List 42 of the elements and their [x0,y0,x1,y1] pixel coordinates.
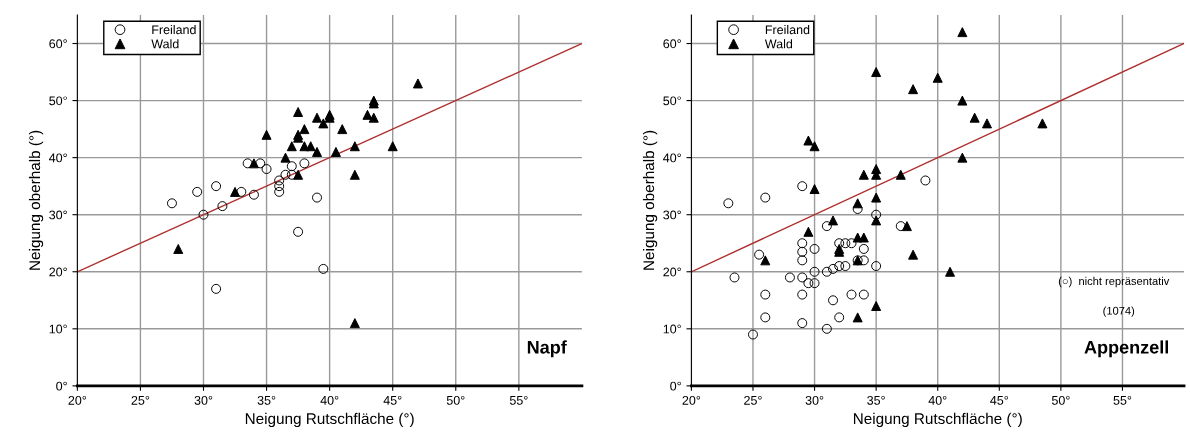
y-tick-label: 20° [663,267,681,277]
y-axis-title: Neigung oberhalb (°) [28,130,44,270]
legend-label: Wald [151,39,179,49]
y-tick-label: 60° [663,39,681,49]
x-tick-label: 35° [867,395,885,405]
y-tick-label: 0° [670,381,681,391]
x-tick-label: 20° [68,395,87,405]
y-tick-label: 20° [49,267,67,277]
x-tick-label: 55° [1113,395,1132,405]
x-tick-label: 25° [131,395,150,405]
legend-label: Wald [764,39,793,49]
y-tick-label: 10° [663,324,681,334]
x-axis-title: Neigung Rutschfläche (°) [853,412,1022,428]
x-tick-label: 25° [744,395,762,405]
y-tick-label: 30° [49,210,67,220]
annotation: (○) nicht repräsentativ [1058,276,1170,288]
x-axis-title: Neigung Rutschfläche (°) [245,412,414,428]
annotation: (1074) [1103,306,1135,317]
x-tick-label: 55° [509,395,528,405]
x-tick-label: 50° [446,395,465,405]
x-tick-label: 45° [990,395,1008,405]
x-tick-label: 30° [194,395,213,405]
y-axis-title: Neigung oberhalb (°) [642,130,658,270]
x-tick-label: 50° [1051,395,1070,405]
annotation: Appenzell [1084,340,1168,358]
x-tick-label: 40° [320,395,339,405]
y-tick-label: 0° [56,381,67,391]
x-tick-label: 30° [805,395,824,405]
x-tick-label: 45° [383,395,402,405]
y-tick-label: 50° [49,96,67,106]
legend-label: Freiland [765,24,810,35]
x-tick-label: 20° [682,395,701,405]
y-tick-label: 10° [49,324,67,334]
y-tick-label: 50° [663,96,681,106]
annotation: Napf [527,340,567,358]
x-tick-label: 35° [257,395,276,405]
x-tick-label: 40° [928,395,947,405]
y-tick-label: 30° [663,210,681,220]
y-tick-label: 40° [49,153,67,163]
y-tick-label: 40° [663,153,681,163]
y-tick-label: 60° [49,39,67,49]
legend-label: Freiland [152,24,196,35]
